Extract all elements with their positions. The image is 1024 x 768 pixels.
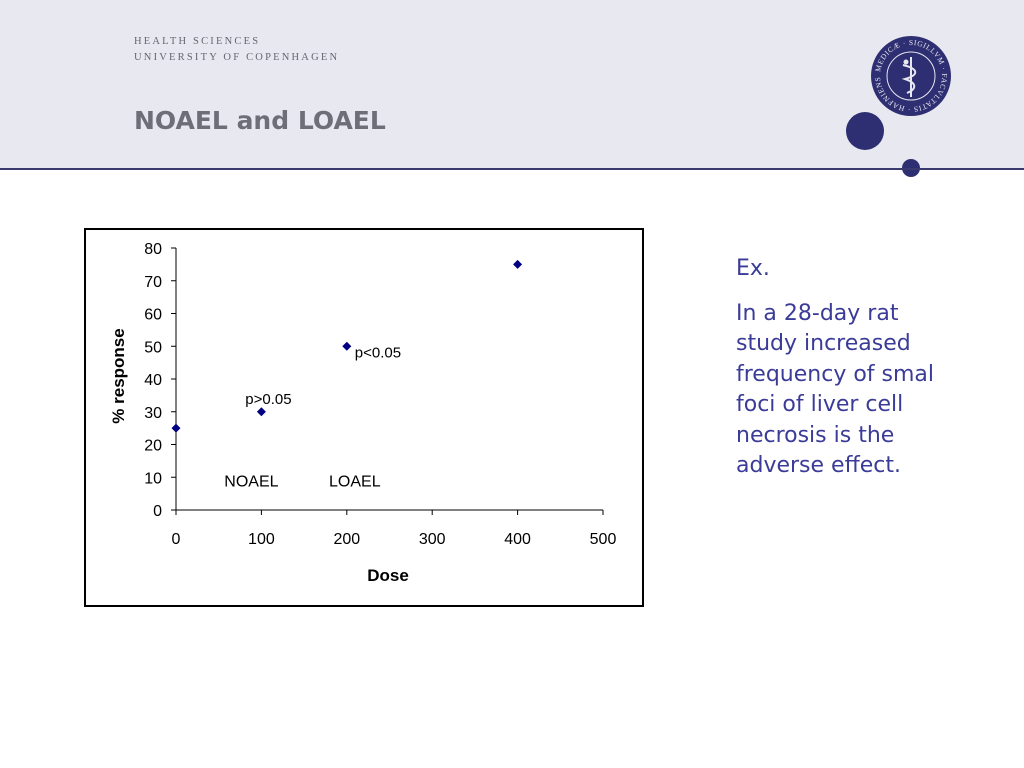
chart-plot-area: 0 10 20 30 40 50 60 70 80 0 100 200 300 400 500 p>0.05… <box>109 241 617 585</box>
x-tick-label: 500 <box>590 531 617 548</box>
y-tick-label: 10 <box>144 470 162 487</box>
example-text: Ex. In a 28-day rat study increased freq… <box>736 254 966 496</box>
annotation-p-less: p<0.05 <box>355 344 401 361</box>
decorative-dot-large <box>846 112 884 150</box>
x-tick-label: 0 <box>172 531 181 548</box>
x-tick-label: 200 <box>333 531 360 548</box>
data-point <box>256 407 266 417</box>
y-tick-label: 80 <box>144 241 162 258</box>
y-tick-label: 60 <box>144 307 162 324</box>
university-seal-icon: MEDICÆ · SIGILLVM · FACVLTATIS · HAFNIEN… <box>870 35 951 116</box>
x-tick-label: 300 <box>419 531 446 548</box>
y-tick-label: 40 <box>144 372 162 389</box>
data-point <box>513 259 523 269</box>
y-axis-label: % response <box>109 328 128 423</box>
org-name-line2: UNIVERSITY OF COPENHAGEN <box>134 52 340 63</box>
header-divider <box>0 168 1024 170</box>
y-tick-label: 20 <box>144 438 162 455</box>
y-tick-label: 0 <box>153 503 162 520</box>
x-tick-label: 400 <box>504 531 531 548</box>
example-description: In a 28-day rat study increased frequenc… <box>736 300 935 479</box>
dose-response-chart: 0 10 20 30 40 50 60 70 80 0 100 200 300 400 500 p>0.05… <box>84 228 644 607</box>
example-label: Ex. <box>736 256 770 281</box>
annotation-noael: NOAEL <box>224 474 278 491</box>
x-axis-label: Dose <box>367 566 409 585</box>
page-title: NOAEL and LOAEL <box>134 106 386 135</box>
org-name-line1: HEALTH SCIENCES <box>134 36 261 47</box>
y-tick-label: 70 <box>144 274 162 291</box>
data-point <box>171 423 181 433</box>
y-tick-label: 30 <box>144 405 162 422</box>
annotation-loael: LOAEL <box>329 474 381 491</box>
x-tick-label: 100 <box>248 531 275 548</box>
data-point <box>342 341 352 351</box>
y-tick-label: 50 <box>144 339 162 356</box>
slide-header: HEALTH SCIENCES UNIVERSITY OF COPENHAGEN… <box>0 0 1024 168</box>
annotation-p-greater: p>0.05 <box>245 391 291 408</box>
